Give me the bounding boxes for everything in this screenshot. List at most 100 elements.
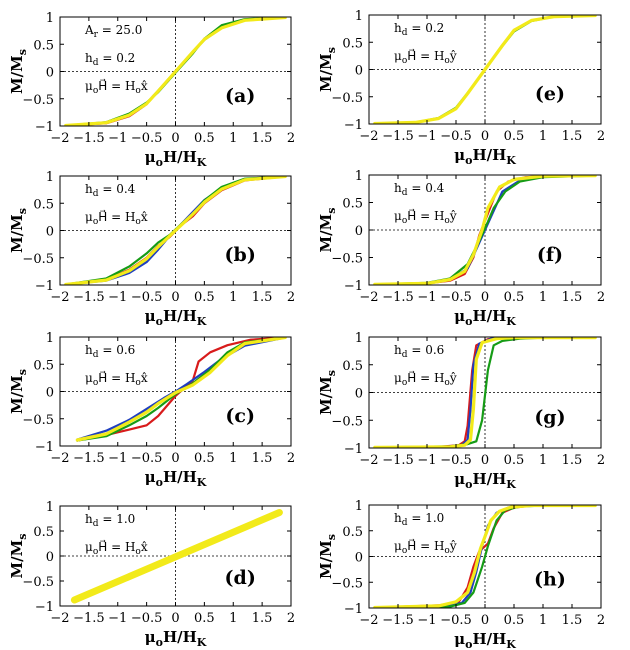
- x-axis-label-mu: μ: [145, 468, 156, 486]
- y-tick-label: −0.5: [22, 93, 54, 108]
- y-axis-label-sub: s: [325, 534, 338, 540]
- series-yellow: [64, 176, 287, 285]
- x-tick-label: −2: [50, 451, 69, 466]
- panel-letter: (d): [225, 567, 256, 589]
- x-axis-label: μoH/HK: [454, 307, 516, 328]
- hd-annotation: hd = 0.2: [85, 51, 135, 68]
- x-tick-label: 0.5: [194, 451, 215, 466]
- x-tick-label: 1.5: [562, 453, 583, 468]
- series-yellow: [75, 337, 287, 442]
- y-axis-label-sub: s: [16, 49, 29, 55]
- x-tick-label: 1.5: [252, 131, 273, 146]
- field-direction: y: [449, 539, 457, 553]
- x-tick-label: 0: [481, 453, 489, 468]
- y-axis-label-sub: s: [325, 47, 338, 53]
- x-tick-label: 0.5: [504, 453, 525, 468]
- x-tick-label: 0: [481, 129, 489, 144]
- x-axis-label: μoH/HK: [145, 148, 207, 169]
- y-tick-label: 0.5: [342, 525, 363, 540]
- x-tick-label: 0: [481, 290, 489, 305]
- x-tick-label: 0.5: [504, 129, 525, 144]
- x-axis-label-sub-k: K: [197, 315, 207, 328]
- y-tick-label: −1: [344, 118, 363, 133]
- x-axis-label-ratio: H/H: [472, 146, 506, 164]
- y-axis-label-sub: s: [325, 208, 338, 214]
- x-tick-label: 0: [171, 290, 179, 305]
- x-axis-label-mu: μ: [454, 630, 465, 648]
- field-annotation: μoH⃗ = Hoŷ: [394, 370, 457, 388]
- x-tick-label: 2: [597, 290, 605, 305]
- x-tick-label: −0.5: [131, 451, 163, 466]
- field-direction: x: [141, 210, 148, 224]
- field-direction: x: [141, 540, 148, 554]
- series-yellow: [70, 509, 283, 604]
- y-tick-label: 0: [355, 387, 363, 402]
- y-tick-label: −0.5: [331, 91, 363, 106]
- x-tick-label: −2: [50, 611, 69, 626]
- x-axis-label-sub-o: o: [156, 476, 163, 489]
- x-tick-label: −1: [417, 290, 436, 305]
- y-axis-label-main: M/M: [8, 55, 26, 94]
- y-tick-label: 0.5: [342, 359, 363, 374]
- y-axis-label: M/Ms: [317, 47, 338, 92]
- field-annotation: μoH⃗ = Hox̂: [85, 370, 148, 388]
- x-axis-label-sub-o: o: [465, 638, 472, 650]
- x-axis-label: μoH/HK: [454, 146, 516, 167]
- x-tick-label: −2: [359, 613, 378, 628]
- hd-annotation: hd = 0.2: [394, 21, 444, 38]
- x-tick-label: −2: [50, 290, 69, 305]
- hd-annotation: hd = 0.6: [85, 343, 135, 360]
- x-axis-label-mu: μ: [454, 307, 465, 325]
- y-tick-label: 1: [46, 11, 54, 26]
- hd-value: 0.2: [425, 21, 444, 35]
- x-tick-label: 1: [229, 451, 237, 466]
- x-axis-label-ratio: H/H: [472, 470, 506, 488]
- field-direction: x: [141, 79, 148, 93]
- y-axis-label: M/Ms: [8, 534, 29, 579]
- field-direction: y: [449, 371, 457, 385]
- panel-letter: (c): [225, 405, 255, 427]
- y-tick-label: 0: [46, 225, 54, 240]
- hd-value: 0.6: [425, 343, 444, 357]
- y-tick-label: 1: [355, 169, 363, 184]
- field-annotation: μoH⃗ = Hoŷ: [394, 208, 457, 226]
- x-tick-label: −1: [108, 131, 127, 146]
- x-axis-label-sub-k: K: [506, 478, 516, 491]
- x-tick-label: −1: [417, 613, 436, 628]
- x-tick-label: −1: [417, 129, 436, 144]
- y-tick-label: −1: [344, 279, 363, 294]
- x-tick-label: 0.5: [504, 613, 525, 628]
- panel-f: −2 −1.5 −1 −0.5 0 0.5 1 1.5 210.50−0.5−1μoH/HKM/…: [317, 169, 605, 328]
- x-tick-label: −0.5: [131, 290, 163, 305]
- x-tick-label: 1.5: [252, 611, 273, 626]
- x-axis-label-sub-o: o: [156, 156, 163, 169]
- y-axis-label: M/Ms: [8, 49, 29, 94]
- x-tick-label: −1.5: [382, 453, 414, 468]
- y-axis-label: M/Ms: [8, 369, 29, 414]
- x-tick-label: 1.5: [562, 129, 583, 144]
- x-axis-label: μoH/HK: [454, 470, 516, 491]
- y-axis-label-sub: s: [16, 369, 29, 375]
- ar-annotation: Ar = 25.0: [84, 23, 142, 40]
- x-axis-label: μoH/HK: [145, 628, 207, 649]
- x-tick-label: −1.5: [73, 131, 105, 146]
- x-axis-label-mu: μ: [145, 628, 156, 646]
- x-tick-label: 1: [229, 131, 237, 146]
- x-tick-label: −0.5: [131, 611, 163, 626]
- y-tick-label: 0: [46, 386, 54, 401]
- y-tick-label: −0.5: [22, 575, 54, 590]
- y-axis-label-main: M/M: [317, 376, 335, 415]
- y-axis-label-sub: s: [16, 208, 29, 214]
- x-tick-label: 1: [229, 611, 237, 626]
- x-tick-label: 2: [287, 451, 295, 466]
- hd-annotation: hd = 0.4: [85, 182, 136, 199]
- x-axis-label-sub-k: K: [506, 638, 516, 650]
- series-yellow: [373, 175, 597, 285]
- y-tick-label: 1: [46, 500, 54, 515]
- x-tick-label: −2: [359, 129, 378, 144]
- x-axis-label-ratio: H/H: [163, 307, 197, 325]
- y-axis-label-sub: s: [325, 370, 338, 376]
- x-axis-label: μoH/HK: [145, 468, 207, 489]
- x-tick-label: 1.5: [562, 613, 583, 628]
- hd-value: 0.4: [116, 182, 135, 196]
